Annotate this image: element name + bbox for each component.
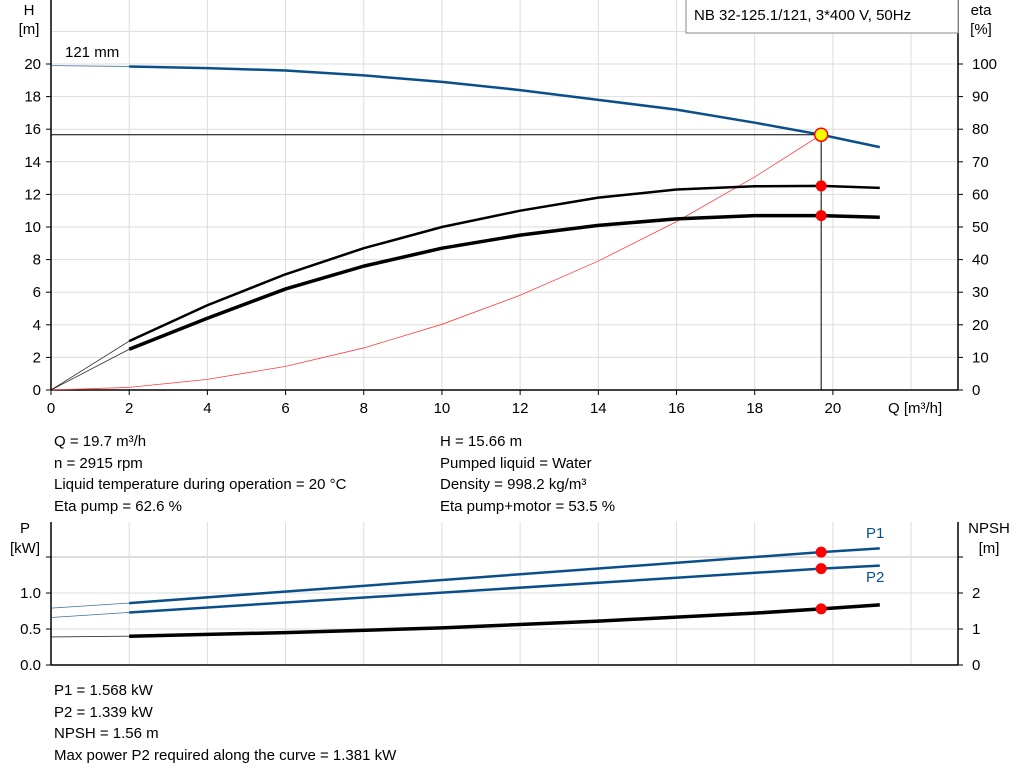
- y-axis-label: [m]: [19, 21, 40, 38]
- y2-tick-label: 90: [972, 89, 989, 106]
- result-liquid: Pumped liquid = Water: [440, 454, 592, 472]
- result-density: Density = 998.2 kg/m³: [440, 476, 587, 493]
- y2-axis-label: eta: [971, 2, 993, 19]
- eta-pump-point: [815, 180, 827, 192]
- curve-label: 121 mm: [65, 44, 119, 61]
- y-tick-label: 8: [33, 252, 41, 269]
- y-tick-label: 12: [24, 186, 41, 203]
- result-temp: Liquid temperature during operation = 20…: [54, 476, 347, 493]
- x-tick-label: 18: [746, 400, 763, 417]
- results-right: H = 15.66 m Pumped liquid = Water Densit…: [440, 431, 615, 517]
- x-tick-label: 6: [281, 400, 289, 417]
- y2-tick-label: 0: [972, 382, 980, 399]
- result-eta-pump: Eta pump = 62.6 %: [54, 497, 182, 515]
- y2-tick-label: 40: [972, 252, 989, 269]
- y-tick-label: 10: [24, 219, 41, 236]
- result-max-p2: Max power P2 required along the curve = …: [54, 746, 397, 764]
- eta-pump-curve: [128, 184, 880, 343]
- result-p2: P2 = 1.339 kW: [54, 703, 153, 721]
- y2-axis-label: [%]: [970, 21, 992, 38]
- duty-point: [813, 127, 829, 142]
- system-curve: [50, 134, 822, 391]
- eta-pump-curve-extrapolated: [50, 340, 130, 391]
- npsh-tick-label: 0: [972, 657, 980, 674]
- p2-point: [815, 563, 827, 575]
- p2-label: P2: [866, 569, 884, 586]
- y2-tick-label: 80: [972, 121, 989, 138]
- result-q: Q = 19.7 m³/h: [54, 433, 147, 450]
- eta-pump-motor-curve-thick-extrapolated: [50, 348, 130, 391]
- p2-curve: [129, 564, 880, 614]
- p-tick-label: 1.0: [20, 585, 41, 602]
- y2-tick-label: 60: [972, 186, 989, 203]
- npsh-point: [815, 603, 827, 615]
- chart-title: NB 32-125.1/121, 3*400 V, 50Hz: [694, 7, 911, 24]
- x-axis-label: Q [m³/h]: [888, 400, 942, 417]
- p1-point: [815, 546, 827, 558]
- x-tick-label: 8: [360, 400, 368, 417]
- y-tick-label: 14: [24, 154, 41, 171]
- p-axis-label: [kW]: [10, 540, 40, 557]
- p-tick-label: 0.0: [20, 657, 41, 674]
- npsh-curve-thick-extrapolated: [50, 635, 130, 638]
- x-tick-label: 4: [203, 400, 211, 417]
- results-left: Q = 19.7 m³/h n = 2915 rpm Liquid temper…: [54, 431, 346, 517]
- title-box: [685, 0, 959, 34]
- y-tick-label: 0: [33, 382, 41, 399]
- x-tick-label: 10: [434, 400, 451, 417]
- x-tick-label: 2: [125, 400, 133, 417]
- y-tick-label: 18: [24, 89, 41, 106]
- npsh-tick-label: 1: [972, 621, 980, 638]
- npsh-axis-label: NPSH: [968, 520, 1010, 537]
- npsh-curve-thick: [129, 603, 880, 638]
- eta-pump-motor-curve-thick: [128, 213, 880, 351]
- y-tick-label: 16: [24, 121, 41, 138]
- y2-tick-label: 50: [972, 219, 989, 236]
- y2-tick-label: 20: [972, 317, 989, 334]
- y2-tick-label: 100: [972, 56, 997, 73]
- npsh-tick-label: 2: [972, 585, 980, 602]
- result-npsh: NPSH = 1.56 m: [54, 725, 159, 742]
- y2-tick-label: 70: [972, 154, 989, 171]
- p1-curve-extrapolated: [50, 602, 130, 609]
- x-tick-label: 14: [590, 400, 607, 417]
- y-tick-label: 20: [24, 56, 41, 73]
- x-tick-label: 12: [512, 400, 529, 417]
- p1-label: P1: [866, 525, 884, 542]
- x-tick-label: 0: [47, 400, 55, 417]
- y-tick-label: 6: [33, 284, 41, 301]
- h-curve: [129, 65, 881, 149]
- results-power: P1 = 1.568 kW P2 = 1.339 kW NPSH = 1.56 …: [54, 680, 396, 766]
- p-axis-label: P: [20, 520, 30, 537]
- p2-curve-extrapolated: [50, 612, 130, 618]
- p-tick-label: 0.5: [20, 621, 41, 638]
- result-eta-pump-motor: Eta pump+motor = 53.5 %: [440, 497, 616, 515]
- y-tick-label: 4: [33, 317, 41, 334]
- npsh-axis-label: [m]: [979, 540, 1000, 557]
- y2-tick-label: 30: [972, 284, 989, 301]
- result-n: n = 2915 rpm: [54, 454, 143, 472]
- y-axis-label: H: [24, 2, 35, 19]
- y2-tick-label: 10: [972, 349, 989, 366]
- x-tick-label: 20: [825, 400, 842, 417]
- eta-pump-motor-point: [815, 210, 827, 222]
- y-tick-label: 2: [33, 349, 41, 366]
- x-tick-label: 16: [668, 400, 685, 417]
- h-curve-extrapolated: [50, 65, 130, 67]
- result-h: H = 15.66 m: [440, 433, 523, 450]
- result-p1: P1 = 1.568 kW: [54, 682, 153, 699]
